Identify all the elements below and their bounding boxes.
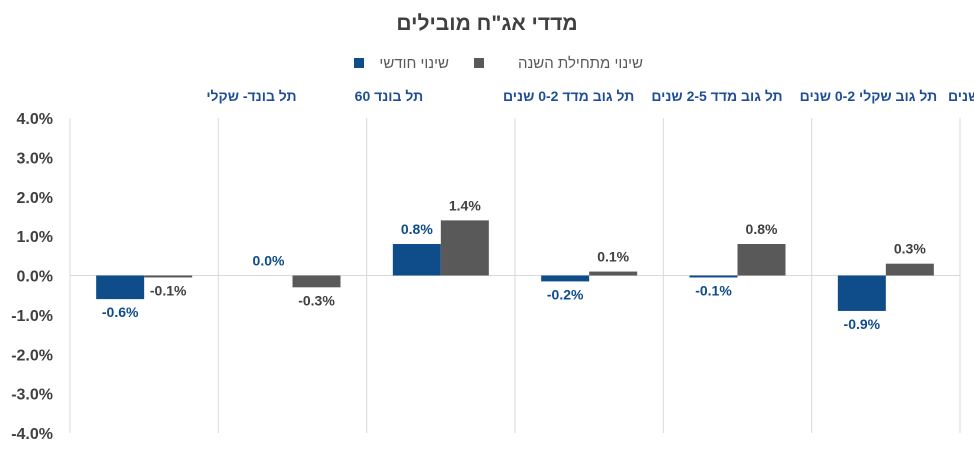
- data-label-ytd: 0.8%: [746, 221, 778, 237]
- data-label-monthly: -0.6%: [102, 304, 139, 320]
- data-label-ytd: 1.4%: [449, 197, 481, 213]
- bar-ytd: [737, 244, 786, 276]
- category-label: תל גוב שקלי 2-5 שנים: [948, 88, 974, 104]
- bar-monthly: [541, 275, 590, 282]
- legend-item-monthly-label: שינוי חודשי: [379, 55, 449, 72]
- data-label-ytd: 0.3%: [894, 241, 926, 257]
- bar-ytd: [440, 220, 489, 276]
- legend-item-ytd-swatch: [474, 58, 484, 68]
- y-tick-label: -3.0%: [11, 387, 53, 404]
- data-label-ytd: -0.1%: [150, 282, 187, 298]
- category-label: תל גוב מדד 2-5 שנים: [651, 88, 782, 104]
- category-labels: תל גוב שקלי 2-5 שנים תל גוב שקלי 0-2 שנים…: [206, 88, 974, 104]
- category-label: תל בונד- שקלי: [206, 88, 296, 104]
- legend-item-ytd-label: שינוי מתחילת השנה: [518, 55, 643, 72]
- legend-item-monthly-swatch: [354, 58, 364, 68]
- y-tick-label: 3.0%: [17, 150, 53, 167]
- chart-title: מדדי אג"ח מובילים: [396, 12, 577, 35]
- bar-ytd: [589, 271, 638, 276]
- category-separators: [70, 118, 961, 433]
- bar-monthly: [689, 275, 738, 278]
- data-label-monthly: -0.1%: [695, 282, 732, 298]
- data-label-monthly: 0.8%: [401, 221, 433, 237]
- y-axis: 4.0% 3.0% 2.0% 1.0% 0.0% -1.0% -2.0% -3.0% -4.0%: [11, 111, 71, 443]
- bar-ytd: [292, 275, 341, 288]
- data-label-monthly: -0.9%: [844, 316, 881, 332]
- legend: שינוי חודשי שינוי מתחילת השנה: [354, 55, 643, 72]
- bar-monthly: [837, 275, 886, 311]
- category-label: תל גוב מדד 0-2 שנים: [503, 88, 634, 104]
- bars: [96, 220, 934, 311]
- data-label-ytd: 0.1%: [597, 249, 629, 265]
- data-labels: -0.9% 0.3% -0.1% 0.8% -0.2% 0.1% 0.8% 1.4% 0.0% -…: [102, 197, 926, 332]
- data-label-monthly: 0.0%: [253, 253, 285, 269]
- y-tick-label: 0.0%: [17, 269, 53, 286]
- y-tick-label: 1.0%: [17, 229, 53, 246]
- category-label: תל בונד 60: [355, 88, 424, 104]
- y-tick-label: 4.0%: [17, 111, 53, 128]
- y-tick-label: -2.0%: [11, 347, 53, 364]
- y-tick-label: 2.0%: [17, 190, 53, 207]
- data-label-ytd: -0.3%: [298, 292, 335, 308]
- y-tick-label: -4.0%: [11, 426, 53, 443]
- bar-monthly: [392, 244, 441, 276]
- y-tick-label: -1.0%: [11, 308, 53, 325]
- category-label: תל גוב שקלי 0-2 שנים: [800, 88, 937, 104]
- data-label-monthly: -0.2%: [547, 286, 584, 302]
- bar-ytd: [144, 275, 193, 278]
- bar-monthly: [96, 275, 145, 300]
- bar-ytd: [885, 263, 934, 276]
